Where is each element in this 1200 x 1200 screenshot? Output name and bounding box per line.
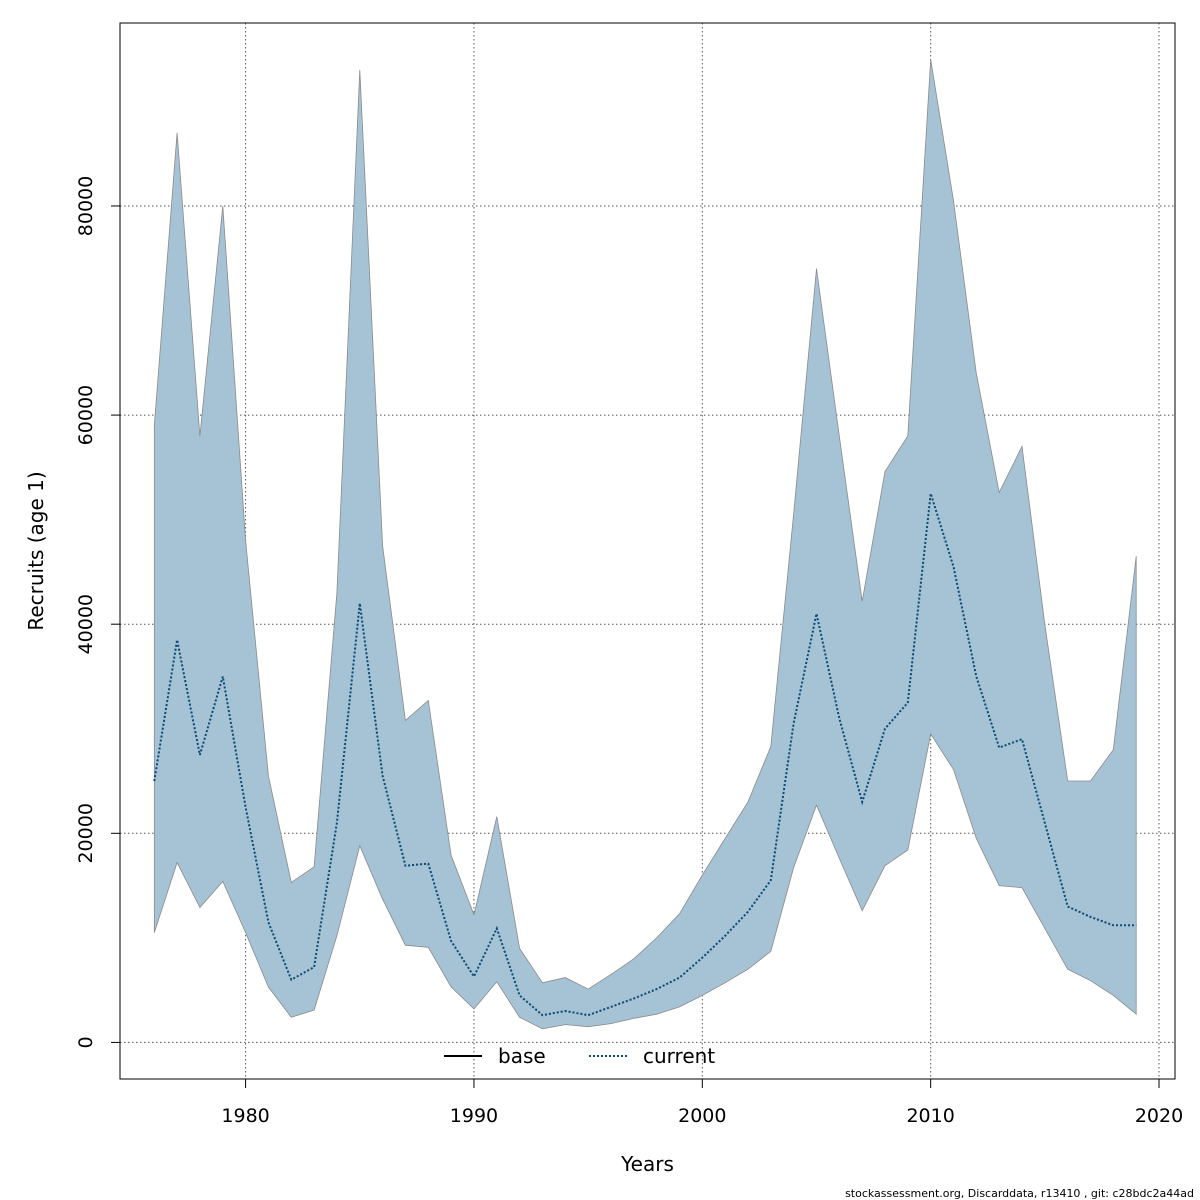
y-axis: 0 20000 40000 60000 80000: [75, 176, 121, 1048]
x-tick-label: 1980: [221, 1105, 269, 1127]
x-tick-label: 1990: [450, 1105, 498, 1127]
y-tick-label: 40000: [75, 594, 97, 654]
y-axis-title: Recruits (age 1): [24, 471, 48, 630]
y-tick-label: 0: [75, 1036, 97, 1048]
x-tick-label: 2020: [1135, 1105, 1183, 1127]
footnote: stockassessment.org, Discarddata, r13410…: [845, 1187, 1194, 1200]
y-tick-label: 20000: [75, 803, 97, 863]
series-line-current: [153, 493, 1137, 1017]
y-tick-label: 60000: [75, 385, 97, 445]
x-tick-label: 2000: [678, 1105, 726, 1127]
legend-label-base: base: [498, 1044, 546, 1068]
x-axis-title: Years: [620, 1152, 674, 1176]
x-tick-label: 2010: [906, 1105, 954, 1127]
legend-label-current: current: [643, 1044, 715, 1068]
x-axis: 1980 1990 2000 2010 2020: [221, 1078, 1183, 1127]
confidence-band: [153, 59, 1137, 1030]
y-tick-label: 80000: [75, 176, 97, 236]
legend: base current: [444, 1044, 715, 1068]
